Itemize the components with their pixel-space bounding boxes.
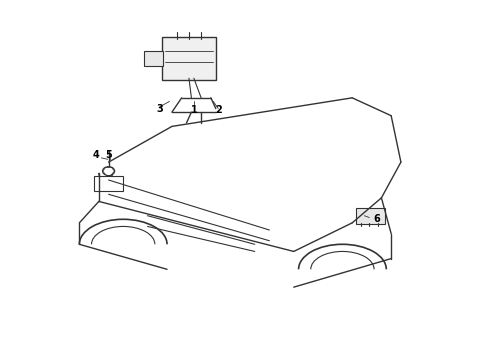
FancyBboxPatch shape [94, 176, 123, 191]
Text: 1: 1 [191, 105, 197, 115]
Text: 6: 6 [373, 214, 380, 224]
FancyBboxPatch shape [162, 37, 216, 80]
Ellipse shape [102, 167, 115, 176]
Text: 3: 3 [156, 104, 163, 113]
Text: 2: 2 [215, 105, 221, 115]
FancyBboxPatch shape [356, 208, 385, 224]
Text: 5: 5 [105, 150, 112, 160]
Text: 4: 4 [93, 150, 100, 160]
FancyBboxPatch shape [144, 51, 163, 66]
